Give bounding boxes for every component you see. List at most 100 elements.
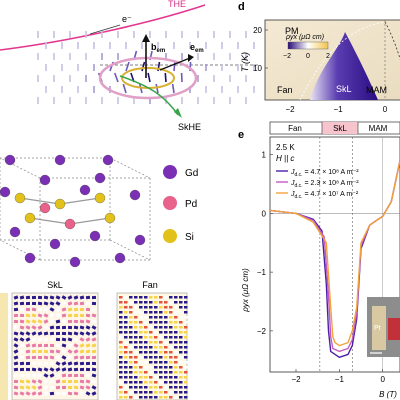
skl-spin-mark bbox=[31, 355, 37, 360]
y-tick-label: 1 bbox=[262, 151, 267, 160]
skl-spin-mark bbox=[43, 331, 49, 336]
skl-spin-mark bbox=[25, 331, 31, 336]
skl-spin-mark bbox=[61, 295, 67, 300]
skl-spin-mark bbox=[31, 367, 37, 372]
fan-spin-mark bbox=[184, 326, 188, 329]
skl-spin-mark bbox=[79, 331, 85, 336]
fan-spin-mark bbox=[129, 371, 133, 374]
fan-spin-mark bbox=[144, 341, 148, 344]
skl-spin-mark bbox=[67, 343, 73, 348]
skl-spin-mark bbox=[49, 385, 55, 390]
skl-spin-mark bbox=[19, 331, 25, 336]
fan-spin-mark bbox=[139, 376, 143, 379]
b-em-label: bem bbox=[151, 42, 165, 54]
skl-spin-mark bbox=[49, 301, 55, 306]
fan-spin-mark bbox=[124, 351, 128, 354]
fan-spin-mark bbox=[179, 346, 183, 349]
fan-spin-mark bbox=[169, 296, 173, 299]
fan-spin-mark bbox=[144, 321, 148, 324]
skl-spin-mark bbox=[13, 301, 19, 306]
skl-spin-mark bbox=[37, 391, 43, 396]
skl-spin-mark bbox=[43, 349, 49, 354]
fan-spin-mark bbox=[184, 371, 188, 374]
skl-spin-mark bbox=[31, 301, 37, 306]
fan-spin-mark bbox=[129, 391, 133, 394]
fan-spin-mark bbox=[129, 311, 133, 314]
skl-spin-mark bbox=[25, 343, 31, 348]
fan-spin-mark bbox=[144, 376, 148, 379]
fan-spin-mark bbox=[154, 381, 158, 384]
skl-spin-mark bbox=[55, 385, 61, 390]
si-legend-label: Si bbox=[185, 232, 194, 243]
fan-spin-mark bbox=[134, 396, 138, 399]
skl-spin-mark bbox=[55, 295, 61, 300]
lattice-atom bbox=[69, 256, 81, 268]
spin-arrow bbox=[141, 61, 146, 72]
fan-spin-mark bbox=[179, 386, 183, 389]
skl-spin-mark bbox=[37, 367, 43, 372]
fan-spin-mark bbox=[179, 371, 183, 374]
skl-spin-mark bbox=[13, 391, 19, 396]
fan-spin-mark bbox=[169, 311, 173, 314]
skl-spin-mark bbox=[91, 331, 97, 336]
skl-spin-mark bbox=[19, 391, 25, 396]
skl-spin-mark bbox=[43, 313, 49, 318]
strip-skl-label: SkL bbox=[333, 124, 347, 133]
fan-spin-mark bbox=[154, 361, 158, 364]
fan-spin-mark bbox=[119, 346, 123, 349]
fan-spin-mark bbox=[134, 321, 138, 324]
skl-spin-mark bbox=[61, 331, 67, 336]
fan-spin-mark bbox=[154, 316, 158, 319]
skl-spin-mark bbox=[49, 307, 55, 312]
skl-spin-mark bbox=[55, 361, 61, 366]
fan-spin-mark bbox=[164, 326, 168, 329]
fan-spin-mark bbox=[179, 326, 183, 329]
skl-spin-mark bbox=[85, 385, 91, 390]
fan-spin-mark bbox=[174, 301, 178, 304]
fan-spin-mark bbox=[124, 366, 128, 369]
fan-spin-mark bbox=[154, 326, 158, 329]
fan-spin-mark bbox=[144, 301, 148, 304]
fan-spin-mark bbox=[159, 351, 163, 354]
fan-spin-mark bbox=[139, 351, 143, 354]
fan-spin-mark bbox=[174, 366, 178, 369]
skl-spin-mark bbox=[67, 307, 73, 312]
skl-spin-mark bbox=[31, 319, 37, 324]
fan-spin-mark bbox=[154, 306, 158, 309]
lattice-bond bbox=[59, 197, 101, 205]
skl-spin-mark bbox=[49, 379, 55, 384]
skl-spin-mark bbox=[91, 361, 97, 366]
skl-spin-mark bbox=[67, 379, 73, 384]
fan-spin-mark bbox=[119, 361, 123, 364]
skl-spin-mark bbox=[61, 361, 67, 366]
left-map-frame bbox=[0, 293, 8, 400]
fan-spin-mark bbox=[129, 296, 133, 299]
skl-spin-mark bbox=[49, 373, 55, 378]
fan-spin-mark bbox=[119, 321, 123, 324]
panel-e-letter: e bbox=[238, 129, 244, 141]
series-line-3 bbox=[269, 160, 400, 347]
skl-spin-mark bbox=[67, 325, 73, 330]
skl-spin-mark bbox=[43, 361, 49, 366]
fan-spin-mark bbox=[174, 306, 178, 309]
x-tick-label: 0 bbox=[380, 375, 385, 384]
fan-spin-mark bbox=[149, 341, 153, 344]
fan-spin-mark bbox=[129, 346, 133, 349]
crystal-lattice bbox=[0, 154, 151, 268]
skl-spin-mark bbox=[55, 343, 61, 348]
skl-spin-mark bbox=[91, 349, 97, 354]
skl-spin-mark bbox=[31, 385, 37, 390]
fan-spin-mark bbox=[184, 386, 188, 389]
fan-spin-mark bbox=[154, 376, 158, 379]
skl-spin-mark bbox=[43, 391, 49, 396]
pm-label: PM bbox=[285, 26, 299, 36]
fan-spin-mark bbox=[149, 306, 153, 309]
skl-spin-mark bbox=[85, 379, 91, 384]
skl-spin-mark bbox=[85, 361, 91, 366]
fan-spin-mark bbox=[129, 306, 133, 309]
fan-spin-mark bbox=[164, 391, 168, 394]
skl-map-title: SkL bbox=[47, 280, 63, 290]
fan-spin-mark bbox=[164, 366, 168, 369]
fan-spin-mark bbox=[164, 361, 168, 364]
